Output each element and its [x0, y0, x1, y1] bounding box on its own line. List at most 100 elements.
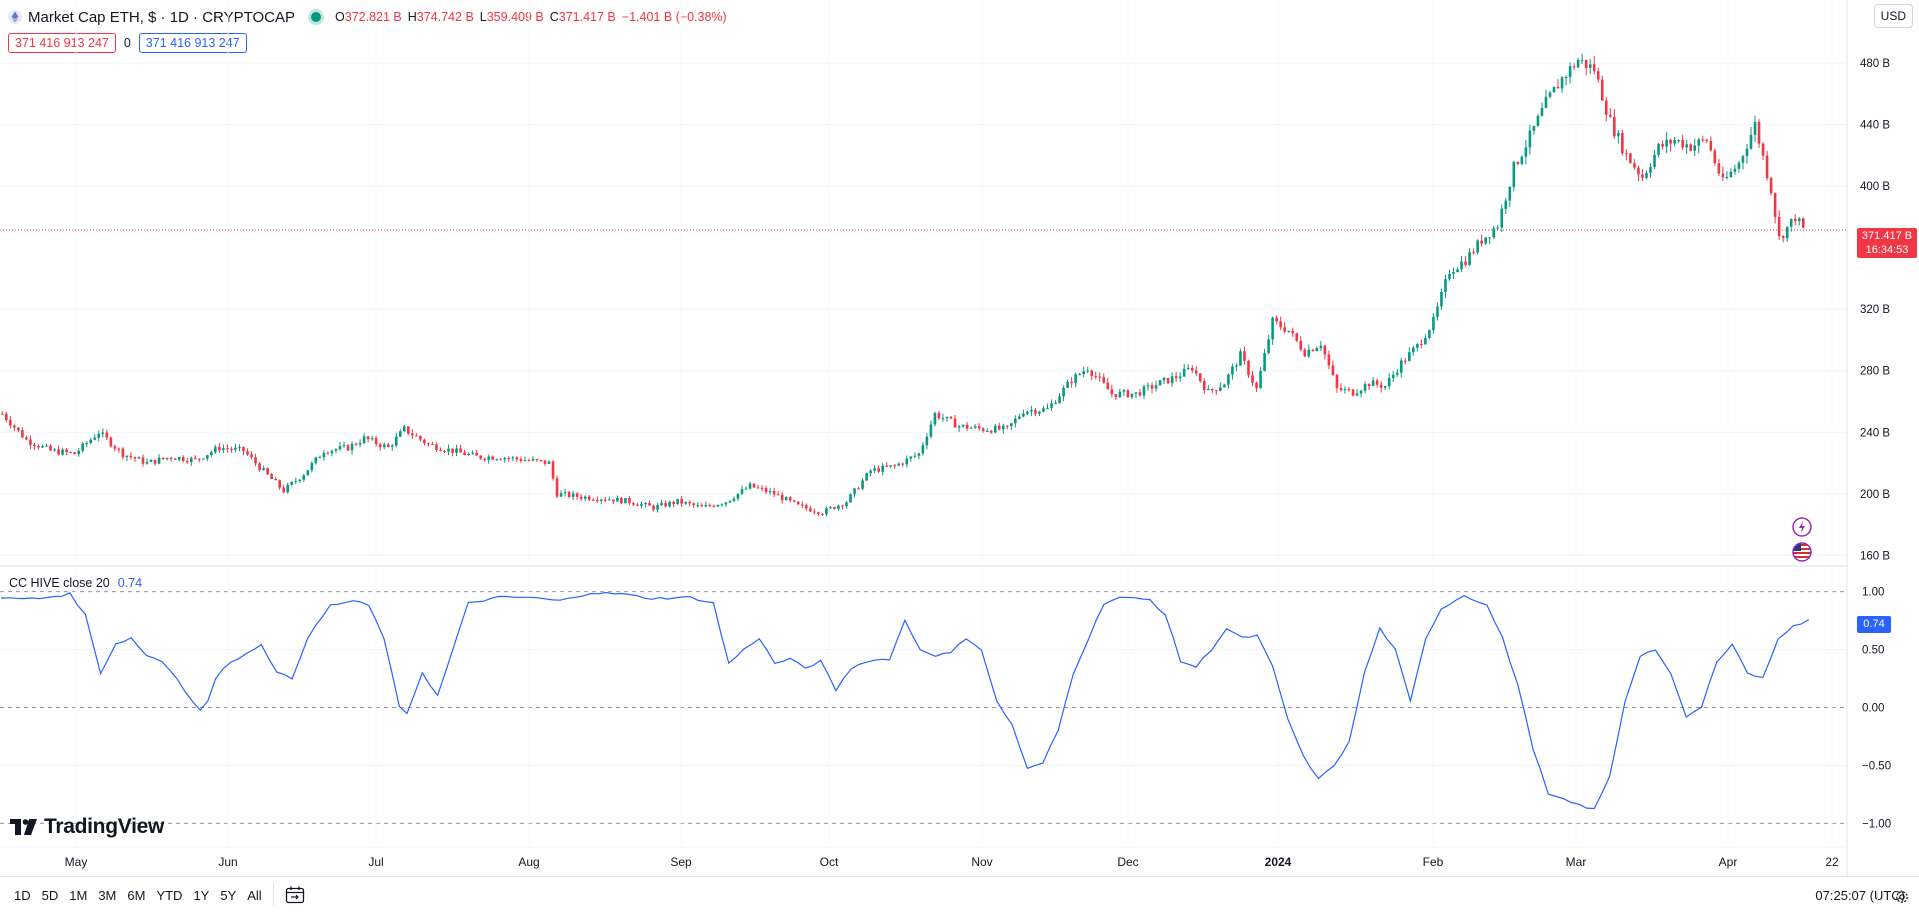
candle-body: [238, 446, 241, 448]
candle-body: [1629, 153, 1632, 164]
candle-body: [1042, 408, 1045, 412]
candle-body: [1556, 86, 1560, 89]
indicator-legend[interactable]: CC HIVE close 20 0.74: [9, 576, 142, 590]
candle-body: [1568, 66, 1572, 78]
candle-body: [1456, 269, 1459, 273]
candle-body: [1243, 351, 1246, 361]
candle-body: [981, 428, 985, 432]
candle-body: [973, 426, 977, 428]
candle-body: [809, 508, 812, 512]
gear-icon[interactable]: [1895, 890, 1909, 904]
candle-body: [571, 493, 575, 497]
candle-body: [1259, 370, 1262, 389]
candle-body: [447, 448, 450, 452]
candle-body: [250, 454, 253, 458]
candle-body: [467, 453, 470, 456]
candle-body: [1303, 349, 1307, 357]
range-button-1m[interactable]: 1M: [69, 888, 88, 903]
ohlc-values: O372.821 B H374.742 B L359.409 B C371.417 B…: [335, 10, 727, 24]
candle-body: [262, 468, 265, 470]
range-button-all[interactable]: All: [247, 888, 262, 903]
candle-body: [1600, 79, 1604, 101]
candle-body: [1524, 147, 1528, 157]
value-pill-left[interactable]: 371 416 913 247: [8, 33, 116, 53]
candle-body: [563, 492, 567, 494]
candle-body: [1681, 140, 1684, 148]
candle-body: [1733, 168, 1737, 172]
candle-body: [877, 468, 880, 472]
candle-body: [97, 433, 101, 438]
candle-body: [177, 457, 181, 460]
candle-body: [1319, 345, 1323, 349]
range-button-6m[interactable]: 6M: [127, 888, 146, 903]
candle-body: [1592, 64, 1596, 72]
utc-clock[interactable]: 07:25:07 (UTC): [1815, 888, 1905, 903]
candle-body: [1673, 140, 1676, 144]
candle-body: [1182, 368, 1186, 377]
candle-body: [314, 457, 318, 463]
candle-body: [322, 453, 326, 458]
last-price-tag: 371.417 B 16:34:53: [1857, 228, 1917, 258]
candle-body: [1130, 393, 1134, 398]
candle-body: [720, 504, 724, 506]
candle-body: [1713, 150, 1717, 164]
candle-body: [865, 473, 868, 481]
candle-body: [957, 426, 961, 428]
range-button-5y[interactable]: 5Y: [220, 888, 237, 903]
candle-body: [1403, 360, 1407, 362]
value-pill-right[interactable]: 371 416 913 247: [138, 33, 247, 53]
candle-body: [49, 445, 52, 451]
candle-body: [1721, 173, 1725, 178]
candle-body: [475, 452, 478, 456]
candle-body: [93, 437, 97, 440]
candle-body: [624, 498, 627, 504]
candle-body: [141, 457, 145, 464]
candle-body: [1657, 143, 1660, 155]
candle-body: [1098, 376, 1102, 378]
candle-body: [608, 499, 611, 501]
candle-body: [153, 459, 157, 464]
tradingview-logo[interactable]: TradingView: [10, 815, 164, 839]
candle-body: [1082, 371, 1085, 375]
chart-canvas[interactable]: 480 B 440 B 400 B 320 B 280 B 240 B 200 B 160 B…: [0, 0, 1919, 876]
candle-body: [1793, 218, 1797, 222]
candle-body: [1231, 366, 1234, 375]
range-button-3m[interactable]: 3M: [98, 888, 117, 903]
range-button-5d[interactable]: 5D: [41, 888, 59, 903]
lightning-icon[interactable]: [1792, 517, 1812, 537]
candle-body: [551, 461, 555, 479]
candle-body: [1211, 389, 1214, 391]
indicator-value: 0.74: [117, 576, 143, 590]
us-flag-icon[interactable]: [1792, 542, 1812, 562]
candle-body: [853, 488, 856, 495]
candle-body: [1255, 382, 1258, 389]
candle-body: [917, 453, 921, 456]
candle-body: [796, 501, 800, 505]
candle-body: [1331, 365, 1335, 375]
market-status-dot[interactable]: [311, 12, 322, 22]
candle-body: [1399, 360, 1403, 373]
currency-button[interactable]: USD: [1873, 4, 1913, 28]
candle-body: [1194, 370, 1198, 374]
candle-body: [656, 505, 659, 510]
candle-body: [230, 448, 233, 450]
candle-body: [1038, 411, 1041, 414]
range-button-ytd[interactable]: YTD: [156, 888, 183, 903]
candle-body: [479, 455, 482, 459]
candle-body: [1046, 408, 1049, 410]
calendar-icon[interactable]: [285, 886, 305, 904]
candle-body: [1150, 385, 1154, 389]
candle-body: [696, 505, 700, 507]
candle-body: [1022, 413, 1025, 417]
candle-body: [539, 459, 543, 461]
time-tick-label: Dec: [1117, 855, 1138, 869]
candle-body: [909, 456, 913, 459]
candle-body: [487, 456, 491, 460]
range-button-1d[interactable]: 1D: [14, 888, 31, 903]
candle-body: [1001, 425, 1005, 430]
candle-body: [845, 502, 848, 507]
candle-body: [1219, 387, 1222, 391]
candle-body: [1729, 171, 1733, 178]
candle-body: [181, 457, 185, 461]
range-button-1y[interactable]: 1Y: [193, 888, 210, 903]
